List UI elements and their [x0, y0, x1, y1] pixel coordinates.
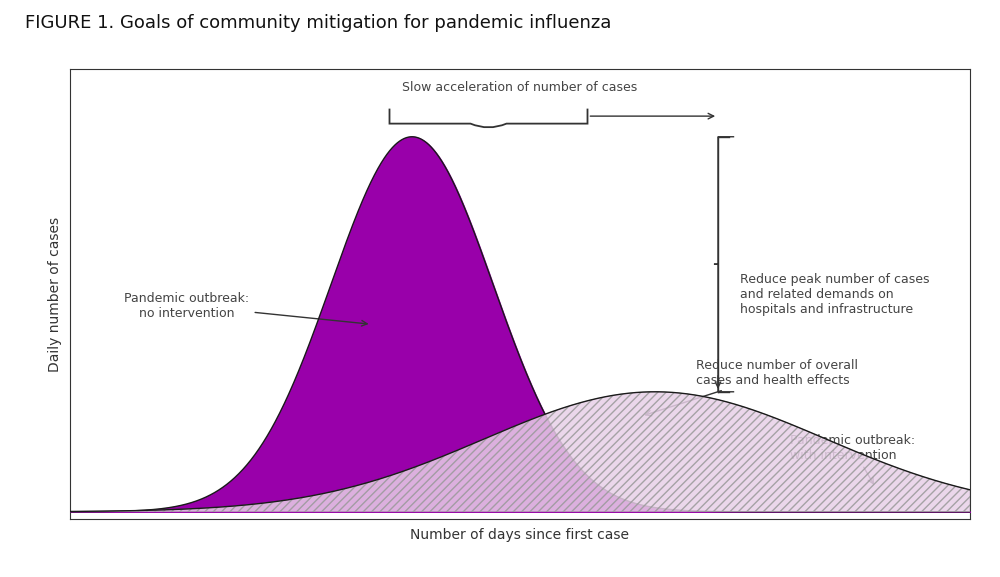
- Y-axis label: Daily number of cases: Daily number of cases: [48, 217, 62, 372]
- Text: Pandemic outbreak:
with intervention: Pandemic outbreak: with intervention: [790, 434, 915, 484]
- Text: Reduce peak number of cases
and related demands on
hospitals and infrastructure: Reduce peak number of cases and related …: [740, 273, 930, 316]
- X-axis label: Number of days since first case: Number of days since first case: [411, 527, 630, 542]
- Text: Slow acceleration of number of cases: Slow acceleration of number of cases: [402, 81, 638, 93]
- Text: FIGURE 1. Goals of community mitigation for pandemic influenza: FIGURE 1. Goals of community mitigation …: [25, 14, 611, 32]
- Text: Reduce number of overall
cases and health effects: Reduce number of overall cases and healt…: [646, 359, 858, 416]
- Text: Pandemic outbreak:
no intervention: Pandemic outbreak: no intervention: [124, 291, 367, 326]
